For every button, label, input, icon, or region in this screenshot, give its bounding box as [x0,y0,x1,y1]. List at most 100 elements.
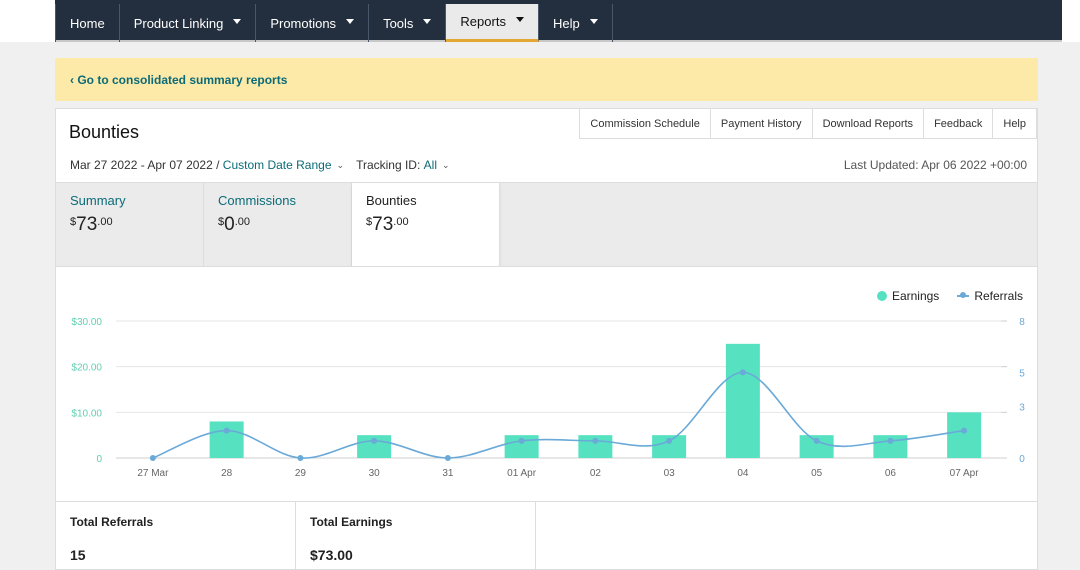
card-amount-whole: 73 [372,214,394,235]
legend-earnings-label[interactable]: Earnings [891,289,940,303]
nav-left-spacer [0,0,55,42]
nav-item-label: Home [70,15,105,31]
tab-help[interactable]: Help [993,109,1037,139]
x-tick-label: 31 [442,468,454,479]
bar-earnings [947,412,982,458]
report-tools-tabs: Commission Schedule Payment History Downlo… [579,109,1037,139]
x-tick-label: 27 Mar [137,468,169,479]
caret-down-icon [423,18,432,24]
y-right-tick-label: 5 [1019,368,1025,379]
point-referrals [592,437,599,444]
nav-item-label: Product Linking [133,15,224,31]
card-commissions[interactable]: Commissions $0.00 [204,183,352,269]
x-tick-label: 29 [295,468,307,479]
nav-item-label: Help [552,15,580,31]
last-updated-text: Last Updated: Apr 06 2022 +00:00 [843,158,1027,172]
date-range-text: Mar 27 2022 - Apr 07 2022 / [70,158,220,172]
report-filters: Mar 27 2022 - Apr 07 2022 / Custom Date … [70,158,462,172]
point-referrals [444,455,451,461]
total-value: $73.00 [310,547,353,563]
point-referrals [813,437,820,444]
card-label: Bounties [366,193,417,208]
card-currency: $ [366,216,373,228]
card-amount: $73.00 [70,214,189,236]
summary-cards: Summary $73.00 Commissions $0.00 Bounties $73… [56,182,1037,269]
totals-row: Total Referrals 15 Total Earnings $73.00 [55,502,1038,570]
tab-commission-schedule[interactable]: Commission Schedule [580,109,711,139]
x-tick-label: 02 [590,468,602,479]
page-title: Bounties [69,122,140,142]
tab-download-reports[interactable]: Download Reports [812,109,925,139]
x-tick-label: 06 [885,468,897,479]
point-referrals [739,369,746,376]
chevron-down-icon[interactable]: ⌄ [442,159,450,170]
card-amount: $0.00 [218,214,337,236]
bar-earnings [652,435,687,458]
x-tick-label: 30 [369,468,381,479]
card-summary[interactable]: Summary $73.00 [56,183,204,269]
card-amount-cents: .00 [393,216,409,228]
y-right-tick-label: 0 [1019,454,1025,465]
card-currency: $ [218,216,225,228]
y-right-tick-label: 3 [1019,403,1025,414]
consolidated-banner: ‹ Go to consolidated summary reports [55,58,1038,101]
bar-earnings [799,435,834,458]
y-left-tick-label: 0 [96,454,102,465]
nav-menu: Home Product Linking Promotions Tools Report… [55,4,613,42]
point-referrals [223,427,230,434]
x-tick-label: 03 [664,468,676,479]
x-tick-label: 01 Apr [507,468,537,479]
total-total-earnings: Total Earnings $73.00 [296,502,536,570]
x-tick-label: 05 [811,468,823,479]
card-label: Summary [70,193,126,208]
x-tick-label: 04 [737,468,749,479]
total-total-referrals: Total Referrals 15 [56,502,296,570]
chevron-down-icon[interactable]: ⌄ [336,159,345,170]
tab-feedback[interactable]: Feedback [924,109,994,139]
caret-down-icon [589,18,598,24]
bar-earnings [725,343,760,458]
point-referrals [149,455,156,461]
card-bounties[interactable]: Bounties $73.00 [352,183,500,269]
nav-item-reports[interactable]: Reports [446,4,539,42]
series-line-referrals [152,371,965,459]
nav-item-tools[interactable]: Tools [369,4,447,42]
point-referrals [887,437,894,444]
card-amount-whole: 73 [76,214,98,235]
card-amount-whole: 0 [224,214,235,235]
tab-payment-history[interactable]: Payment History [710,109,813,139]
card-amount-cents: .00 [97,216,113,228]
card-label: Commissions [218,193,297,208]
total-label: Total Earnings [310,515,393,529]
top-nav: Home Product Linking Promotions Tools Report… [0,0,1080,42]
caret-down-icon [233,18,242,24]
nav-item-promotions[interactable]: Promotions [256,4,370,42]
legend-earnings-swatch [876,291,887,301]
chart-legend: Earnings Referrals [876,289,1023,303]
point-referrals [666,437,673,444]
bar-earnings [209,421,244,458]
y-left-tick-label: $20.00 [71,363,102,374]
card-amount: $73.00 [366,214,485,236]
chart-panel: Earnings Referrals 0 $10.00 $20.00 $30.00 0 3… [55,266,1038,502]
legend-referrals-label[interactable]: Referrals [974,289,1023,303]
point-referrals [297,455,304,461]
legend-referrals-swatch [957,292,970,298]
custom-date-range-link[interactable]: Custom Date Range [222,158,332,172]
caret-down-icon [346,18,355,24]
consolidated-summary-link[interactable]: ‹ Go to consolidated summary reports [70,72,288,87]
point-referrals [371,437,378,444]
tracking-id-label: Tracking ID: [356,158,421,172]
x-tick-label: 07 Apr [950,468,980,479]
caret-down-icon [515,17,524,22]
x-tick-label: 28 [221,468,233,479]
nav-item-home[interactable]: Home [55,4,120,42]
nav-item-product-linking[interactable]: Product Linking [120,4,257,42]
total-value: 15 [70,547,86,563]
nav-item-label: Tools [383,15,414,31]
nav-item-help[interactable]: Help [539,4,613,42]
y-right-tick-label: 8 [1019,317,1025,328]
report-panel: Bounties Commission Schedule Payment Hist… [55,108,1038,269]
tracking-id-select[interactable]: All [423,158,437,172]
